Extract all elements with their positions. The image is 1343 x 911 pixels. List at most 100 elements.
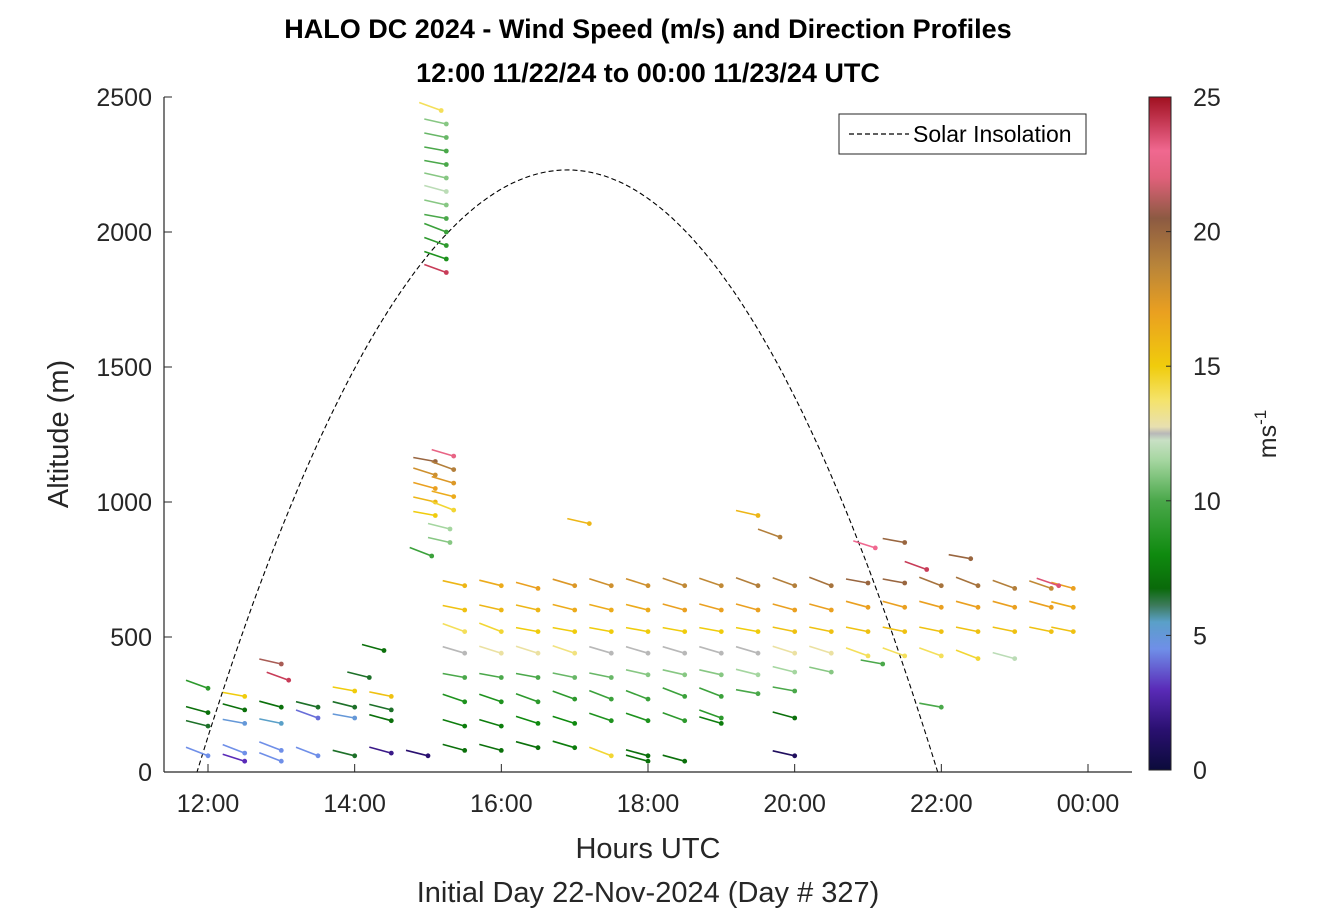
wind-barb-shaft [424,184,447,193]
wind-barb-point [451,507,457,513]
wind-barb-point [1070,586,1076,591]
wind-barb-point [792,607,798,613]
wind-barb-point [645,629,651,634]
wind-barb-point [462,607,468,613]
wind-barb-point [438,108,444,113]
wind-barb-shaft [515,604,539,611]
wind-barb-point [447,526,453,532]
wind-barb-point [938,629,944,634]
wind-series [442,576,1076,591]
wind-barb-shaft [1036,577,1059,587]
wind-barb-shaft [955,600,979,609]
wind-barb-point [975,583,981,589]
wind-barb-shaft [185,719,209,727]
wind-barb-point [1012,629,1018,634]
wind-barb-shaft [699,687,722,698]
wind-barb-shaft [442,604,465,611]
colorbar: 0 5 10 15 20 25 ms-1 [1148,84,1282,785]
wind-barb-shaft [809,576,832,587]
wind-barb-point [443,189,449,194]
wind-barb-point [535,675,541,680]
wind-barb-shaft [992,626,1015,633]
wind-barb-point [1056,583,1062,589]
wind-barb-point [535,586,541,591]
wind-barb-shaft [413,496,436,503]
plot-area [164,97,1132,772]
legend-label: Solar Insolation [913,121,1072,147]
solar-insolation-line [164,169,1132,773]
wind-series [442,644,1018,661]
wind-barb-point [315,715,321,721]
wind-barb-point [755,629,761,634]
x-tick-label: 20:00 [763,790,826,818]
wind-barb-shaft [427,536,451,544]
wind-barb-point [645,583,651,589]
wind-barb-shaft [772,711,795,719]
wind-barb-shaft [332,700,355,708]
wind-barb-shaft [222,718,245,725]
wind-barb-shaft [735,645,759,654]
wind-barb-point [535,699,541,705]
wind-barb-shaft [625,712,649,722]
wind-barb-shaft [424,250,447,260]
wind-barb-point [425,753,431,759]
wind-barb-point [902,653,908,659]
wind-barb-shaft [904,560,927,571]
wind-barb-shaft [479,718,502,727]
wind-barb-shaft [992,600,1015,609]
wind-barb-shaft [295,746,319,757]
wind-barb-point [608,607,614,613]
wind-barb-point [645,758,651,764]
wind-barb-point [755,672,761,678]
wind-barb-shaft [662,687,685,698]
wind-barb-shaft [948,553,971,560]
wind-barb-shaft [860,659,883,665]
wind-barb-shaft [259,741,282,752]
wind-barb-point [968,556,974,562]
wind-barb-shaft [442,718,465,727]
wind-barb-shaft [552,603,575,611]
wind-barb-point [388,750,394,756]
wind-barb-shaft [919,702,942,708]
wind-barb-point [682,583,688,589]
x-axis-ticks: 12:00 14:00 16:00 18:00 20:00 22:00 00:00 [177,764,1119,818]
wind-barb-shaft [479,645,502,654]
wind-barb-shaft [515,740,539,749]
wind-barb-shaft [809,666,832,673]
wind-barb-shaft [662,711,685,722]
wind-series [442,709,798,729]
wind-barb-point [682,718,688,724]
colorbar-tick-label: 0 [1193,757,1207,785]
wind-series [185,643,431,764]
wind-barb-point [572,629,578,634]
wind-barb-point [924,567,930,572]
wind-barb-shaft [735,688,759,695]
wind-barb-shaft [424,159,447,166]
wind-barb-shaft [442,645,465,654]
wind-barb-point [443,175,449,181]
wind-barb-point [278,721,284,726]
colorbar-tick-label: 5 [1193,622,1207,650]
wind-barb-point [718,715,724,721]
wind-barb-point [443,148,449,154]
wind-barb-point [975,629,981,634]
wind-barb-point [388,718,394,724]
wind-barb-shaft [552,672,575,679]
wind-barb-point [682,758,688,764]
wind-barb-point [1012,586,1018,591]
colorbar-tick-label: 10 [1193,488,1221,516]
wind-barb-shaft [259,658,282,665]
wind-barb-shaft [625,577,649,587]
wind-barb-point [443,256,449,262]
wind-barb-shaft [662,645,685,654]
wind-barb-point [938,653,944,659]
wind-barb-point [572,675,578,680]
wind-barb-shaft [424,236,447,247]
wind-barb-point [792,669,798,675]
wind-barb-shaft [772,665,795,673]
wind-barb-shaft [735,626,759,633]
wind-barb-point [718,694,724,699]
wind-barb-shaft [332,713,355,719]
wind-barb-shaft [424,213,447,220]
y-axis-ticks: 0 500 1000 1500 2000 2500 [96,84,172,787]
